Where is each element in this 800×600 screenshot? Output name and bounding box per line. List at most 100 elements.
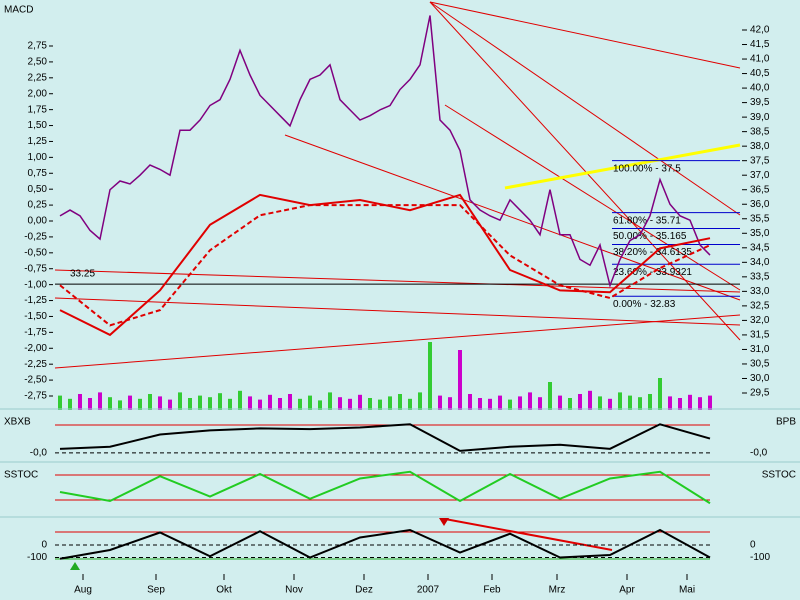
x-tick-label: Okt	[216, 585, 232, 596]
trend-line	[54, 297, 741, 326]
trend-line	[54, 269, 741, 293]
volume-bar	[158, 396, 162, 410]
y-tick-label: 0,50	[28, 184, 48, 195]
y-tick-label: 0,00	[28, 216, 48, 227]
y2-tick-label: 0	[750, 540, 756, 551]
volume-bar	[238, 390, 242, 410]
y2-tick-label: 40,0	[750, 83, 770, 94]
volume-bar	[168, 399, 172, 410]
volume-bar	[68, 398, 72, 410]
y-tick-label: -2,25	[24, 359, 47, 370]
sell-marker	[439, 518, 449, 526]
trend-line	[429, 1, 741, 216]
series-line	[59, 15, 711, 289]
y2-tick-label: 32,5	[750, 301, 770, 312]
y2-tick-label: 36,0	[750, 199, 770, 210]
volume-bar	[198, 395, 202, 410]
fib-label: 100.00% - 37.5	[613, 163, 681, 174]
y-tick-label: 2,50	[28, 57, 48, 68]
volume-bar	[468, 394, 472, 410]
volume-bar	[288, 394, 292, 410]
trend-line	[444, 518, 613, 551]
volume-bar	[148, 394, 152, 410]
series-line	[59, 528, 711, 560]
volume-bar	[218, 393, 222, 410]
y2-tick-label: 29,5	[750, 388, 770, 399]
volume-bar	[138, 398, 142, 410]
y-tick-label: 1,75	[28, 104, 48, 115]
y-tick-label: -1,25	[24, 295, 47, 306]
fib-label: 38.20% - 34.6135	[613, 247, 692, 258]
trend-line	[429, 1, 741, 69]
volume-bar	[408, 398, 412, 410]
y-tick-label: 1,25	[28, 136, 48, 147]
y2-tick-label: 31,5	[750, 330, 770, 341]
volume-bar	[668, 396, 672, 410]
volume-bar	[588, 390, 592, 410]
panel-title-right: SSTOC	[762, 470, 796, 481]
volume-bar	[608, 398, 612, 410]
volume-bar	[78, 394, 82, 410]
y2-tick-label: 35,5	[750, 213, 770, 224]
y2-tick-label: -100	[750, 552, 770, 563]
volume-bar	[628, 395, 632, 410]
volume-bar	[488, 398, 492, 410]
fib-label: 23.60% - 33.9321	[613, 267, 692, 278]
y2-tick-label: -0,0	[750, 448, 768, 459]
series-line	[59, 204, 711, 327]
volume-bar	[578, 394, 582, 410]
volume-bar	[478, 398, 482, 410]
fib-label: 0.00% - 32.83	[613, 299, 676, 310]
trend-line	[444, 104, 741, 291]
y2-tick-label: 42,0	[750, 25, 770, 36]
volume-bar	[638, 397, 642, 410]
volume-bar	[528, 392, 532, 410]
y-tick-label: 1,50	[28, 120, 48, 131]
y2-tick-label: 33,0	[750, 286, 770, 297]
y-tick-label: -1,50	[24, 311, 47, 322]
y-tick-label: 1,00	[28, 152, 48, 163]
y-tick-label: 0,25	[28, 200, 48, 211]
volume-bar	[508, 399, 512, 410]
yellow-trend-line	[504, 143, 741, 190]
y2-tick-label: 39,0	[750, 112, 770, 123]
volume-bar	[658, 378, 662, 410]
x-tick-label: Feb	[483, 585, 501, 596]
y-tick-label: -100	[27, 552, 47, 563]
y-tick-label: 0	[41, 540, 47, 551]
volume-bar	[518, 396, 522, 410]
volume-bar	[128, 395, 132, 410]
y2-tick-label: 41,5	[750, 39, 770, 50]
y-tick-label: -2,50	[24, 375, 47, 386]
support-label: 33.25	[70, 269, 95, 280]
y2-tick-label: 30,0	[750, 373, 770, 384]
volume-bar	[538, 397, 542, 410]
trend-lines	[54, 1, 741, 369]
x-tick-label: Apr	[619, 585, 635, 596]
series-line	[59, 193, 711, 337]
y-tick-label: -0,25	[24, 232, 47, 243]
volume-bar	[228, 398, 232, 410]
y-tick-label: 0,75	[28, 168, 48, 179]
volume-bar	[698, 397, 702, 410]
fib-label: 50.00% - 35.165	[613, 231, 687, 242]
x-tick-label: Sep	[147, 585, 165, 596]
volume-bar	[378, 399, 382, 410]
x-tick-label: 2007	[417, 585, 440, 596]
series-line	[59, 423, 711, 452]
volume-bar	[248, 396, 252, 410]
volume-bar	[438, 395, 442, 410]
x-tick-label: Nov	[285, 585, 303, 596]
chart-title: MACD	[4, 5, 33, 16]
y-tick-label: -2,00	[24, 343, 47, 354]
panel-guides	[55, 424, 710, 570]
volume-bar	[188, 398, 192, 410]
volume-bar	[418, 392, 422, 410]
y2-tick-label: 35,0	[750, 228, 770, 239]
y-tick-label: -1,75	[24, 327, 47, 338]
volume-bar	[688, 394, 692, 410]
volume-bar	[448, 397, 452, 410]
y-tick-label: 2,00	[28, 88, 48, 99]
volume-bar	[258, 399, 262, 410]
volume-bar	[88, 398, 92, 410]
